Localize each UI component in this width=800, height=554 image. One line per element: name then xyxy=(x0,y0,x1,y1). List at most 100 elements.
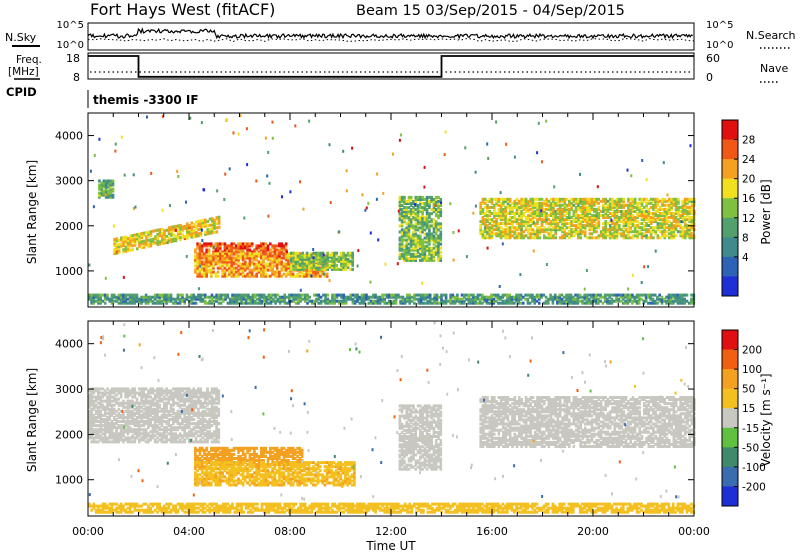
echo-cell xyxy=(292,259,295,263)
colorbar-tick-label: 4 xyxy=(742,252,749,264)
echo-cell xyxy=(353,293,357,297)
echo-cell xyxy=(565,234,569,238)
echo-cell xyxy=(117,426,121,430)
echo-cell xyxy=(170,238,173,241)
echo-cell xyxy=(214,274,218,278)
echo-cell xyxy=(683,224,687,228)
echo-cell xyxy=(495,214,498,217)
echo-cell xyxy=(574,197,578,201)
echo-cell xyxy=(271,266,274,270)
echo-cell xyxy=(656,236,660,240)
echo-cell xyxy=(110,426,114,430)
echo-cell xyxy=(99,409,102,413)
echo-cell xyxy=(315,257,318,261)
echo-cell xyxy=(606,207,610,211)
echo-cell xyxy=(579,224,582,228)
echo-cell xyxy=(144,295,148,299)
echo-cell xyxy=(595,218,598,222)
echo-cell xyxy=(92,440,96,444)
echo-cell xyxy=(113,395,116,399)
echo-cell xyxy=(419,293,423,297)
echo-cell xyxy=(554,232,557,236)
echo-cell xyxy=(412,200,415,203)
echo-cell xyxy=(167,238,171,242)
echo-cell xyxy=(299,295,302,299)
echo-cell xyxy=(228,244,231,248)
echo-cell xyxy=(303,274,306,278)
echo-cell xyxy=(403,220,406,224)
echo-cell xyxy=(214,250,218,254)
echo-cell xyxy=(117,389,121,393)
echo-cell xyxy=(93,153,96,157)
echo-cell xyxy=(631,199,635,203)
echo-cell xyxy=(661,199,664,203)
echo-cell xyxy=(615,236,619,240)
echo-cell xyxy=(430,208,433,212)
echo-cell xyxy=(135,428,139,432)
echo-cell xyxy=(201,299,205,303)
echo-cell xyxy=(103,432,107,436)
echo-cell xyxy=(483,228,487,232)
echo-cell xyxy=(593,197,596,201)
echo-cell xyxy=(572,224,576,228)
echo-cell xyxy=(506,297,509,301)
echo-cell xyxy=(474,204,477,208)
echo-cell xyxy=(124,387,127,391)
echo-cell xyxy=(425,256,429,260)
echo-cell xyxy=(590,220,594,224)
echo-cell xyxy=(419,234,422,238)
echo-cell xyxy=(276,299,280,303)
echo-cell xyxy=(223,242,227,246)
echo-cell xyxy=(92,407,96,411)
echo-cell xyxy=(122,405,125,409)
echo-cell xyxy=(611,212,614,215)
echo-cell xyxy=(228,297,232,301)
echo-cell xyxy=(103,411,107,415)
echo-cell xyxy=(551,301,555,305)
echo-cell xyxy=(425,208,429,212)
echo-cell xyxy=(142,438,146,442)
echo-cell xyxy=(197,224,200,228)
echo-cell xyxy=(94,436,98,440)
echo-cell xyxy=(222,293,225,297)
echo-cell xyxy=(545,263,548,266)
echo-cell xyxy=(615,224,619,228)
echo-cell xyxy=(670,207,673,211)
echo-cell xyxy=(690,299,693,303)
echo-cell xyxy=(428,240,431,244)
echo-cell xyxy=(324,257,327,261)
echo-cell xyxy=(333,297,336,301)
echo-cell xyxy=(681,199,685,203)
echo-cell xyxy=(97,413,100,417)
echo-cell xyxy=(647,220,651,224)
echo-cell xyxy=(294,301,298,305)
echo-cell xyxy=(108,426,112,430)
echo-cell xyxy=(479,205,482,209)
echo-cell xyxy=(335,253,338,257)
echo-cell xyxy=(288,295,291,299)
echo-cell xyxy=(154,235,157,239)
echo-cell xyxy=(305,257,309,261)
echo-cell xyxy=(645,197,648,201)
echo-cell xyxy=(206,228,209,232)
echo-cell xyxy=(138,238,141,242)
echo-cell xyxy=(569,295,573,299)
echo-cell xyxy=(624,230,628,234)
echo-cell xyxy=(119,438,123,442)
echo-cell xyxy=(266,246,270,250)
echo-cell xyxy=(104,183,108,187)
echo-cell xyxy=(627,197,630,201)
echo-cell xyxy=(122,297,125,301)
echo-cell xyxy=(428,202,431,205)
echo-cell xyxy=(228,257,231,260)
echo-cell xyxy=(326,251,329,255)
echo-cell xyxy=(485,299,489,303)
echo-cell xyxy=(554,209,557,213)
echo-cell xyxy=(568,201,571,205)
echo-cell xyxy=(230,252,233,256)
echo-cell xyxy=(232,266,236,270)
echo-cell xyxy=(543,203,546,207)
echo-cell xyxy=(263,293,266,297)
echo-cell xyxy=(181,225,184,229)
echo-cell xyxy=(547,299,550,303)
